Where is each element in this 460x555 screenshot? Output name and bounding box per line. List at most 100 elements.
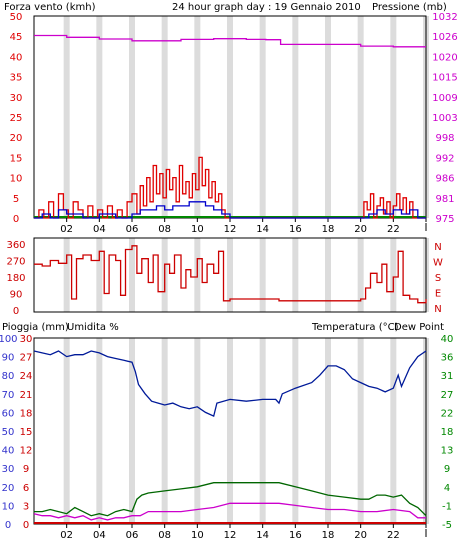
x-tick-label: 14 — [256, 530, 269, 541]
grid-band — [63, 238, 70, 312]
pressure-y-tick: 1015 — [432, 73, 457, 84]
rain-y-tick: 18 — [20, 408, 33, 419]
grid-band — [325, 338, 331, 524]
grid-band — [194, 16, 201, 218]
rain-humidity-temperature-panel: 02 04 06 08 10 12 14 16 18 20 220 0 -510 3 -120 6 430 9 94… — [0, 334, 453, 541]
x-tick-label: 16 — [289, 530, 302, 541]
direction-y-tick: 270 — [6, 257, 25, 268]
compass-label: E — [435, 289, 441, 300]
pressure-y-tick: 986 — [435, 174, 454, 185]
pressure-y-tick: 1009 — [432, 93, 457, 104]
wind-direction-line — [34, 245, 427, 304]
x-tick-label: 16 — [289, 224, 302, 235]
grid-band — [292, 238, 299, 312]
grid-band — [390, 16, 397, 218]
grid-band — [357, 16, 364, 218]
wind-y-tick: 30 — [10, 93, 23, 104]
grid-band — [325, 16, 331, 218]
grid-band — [63, 16, 70, 218]
x-tick-label: 04 — [93, 224, 106, 235]
temperature-y-tick: 31 — [441, 371, 454, 382]
x-tick-label: 18 — [322, 530, 335, 541]
compass-label: W — [433, 258, 443, 269]
wind-y-tick: 35 — [10, 73, 23, 84]
humidity-y-tick: 10 — [2, 501, 15, 512]
x-tick-label: 18 — [322, 224, 335, 235]
temperature-y-tick: -5 — [442, 520, 452, 531]
grid-band — [227, 16, 233, 218]
x-tick-label: 12 — [224, 224, 237, 235]
rain-y-tick: 27 — [20, 353, 33, 364]
humidity-y-tick: 20 — [2, 483, 15, 494]
wind-y-tick: 20 — [10, 133, 23, 144]
x-tick-label: 08 — [158, 224, 171, 235]
rain-axis-title: Pioggia (mm) — [2, 322, 69, 333]
direction-y-tick: 0 — [13, 306, 19, 317]
x-tick-label: 10 — [191, 530, 204, 541]
humidity-y-tick: 30 — [2, 464, 15, 475]
compass-label: N — [434, 242, 441, 253]
x-tick-label: 12 — [224, 530, 237, 541]
page-title: 24 hour graph day : 19 Gennaio 2010 — [172, 2, 361, 13]
pressure-y-tick: 998 — [435, 133, 454, 144]
temperature-axis-title: Temperatura (°C) — [311, 322, 399, 333]
temperature-line — [34, 482, 427, 517]
pressure-y-tick: 1020 — [432, 52, 457, 63]
rain-y-tick: 15 — [20, 427, 33, 438]
wind-y-tick: 0 — [13, 214, 19, 225]
temperature-y-tick: -1 — [442, 501, 452, 512]
grid-band — [390, 338, 397, 524]
x-tick-label: 22 — [387, 224, 400, 235]
pressure-y-tick: 1026 — [432, 32, 457, 43]
grid-band — [325, 238, 331, 312]
grid-band — [227, 238, 233, 312]
grid-band — [129, 338, 135, 524]
compass-label: N — [434, 304, 441, 315]
compass-label: S — [435, 273, 441, 284]
pressure-line — [34, 34, 426, 48]
grid-band — [259, 16, 266, 218]
grid-band — [161, 16, 168, 218]
humidity-axis-title: Umidita % — [67, 322, 119, 333]
grid-band — [194, 338, 201, 524]
pressure-y-tick: 981 — [435, 194, 454, 205]
grid-band — [292, 338, 299, 524]
pressure-y-tick: 1003 — [432, 113, 457, 124]
rain-y-tick: 12 — [20, 446, 33, 457]
x-tick-label: 02 — [60, 224, 73, 235]
x-tick-label: 10 — [191, 224, 204, 235]
grid-band — [259, 338, 266, 524]
temperature-y-tick: 9 — [444, 464, 450, 475]
humidity-line — [33, 350, 427, 418]
direction-y-tick: 360 — [6, 240, 25, 251]
grid-band — [390, 238, 397, 312]
plot-frame — [33, 237, 427, 313]
wind-y-tick: 5 — [13, 194, 19, 205]
temperature-y-tick: 40 — [441, 334, 454, 345]
pressure-axis-title: Pressione (mb) — [372, 2, 447, 13]
dewpoint-axis-title: Dew Point — [394, 322, 444, 333]
x-tick-label: 08 — [158, 530, 171, 541]
x-tick-label: 04 — [93, 530, 106, 541]
wind-average-line — [34, 201, 426, 219]
wind-y-tick: 40 — [10, 52, 23, 63]
wind-pressure-panel: 02 04 06 08 10 12 14 16 18 20 22051015202530354045… — [10, 12, 458, 235]
wind-y-tick: 25 — [10, 113, 23, 124]
rain-y-tick: 0 — [23, 520, 29, 531]
wind-axis-title: Forza vento (kmh) — [4, 2, 96, 13]
grid-band — [63, 338, 70, 524]
pressure-y-tick: 1032 — [432, 12, 457, 23]
wind-gust-line — [34, 156, 426, 219]
grid-band — [96, 338, 103, 524]
temperature-y-tick: 13 — [441, 446, 454, 457]
grid-band — [161, 338, 168, 524]
x-tick-label: 20 — [354, 530, 367, 541]
wind-y-tick: 10 — [10, 174, 23, 185]
direction-y-tick: 90 — [10, 290, 23, 301]
x-tick-label: 06 — [126, 530, 139, 541]
wind-y-tick: 15 — [10, 153, 23, 164]
humidity-y-tick: 100 — [0, 334, 18, 345]
grid-band — [129, 238, 135, 312]
